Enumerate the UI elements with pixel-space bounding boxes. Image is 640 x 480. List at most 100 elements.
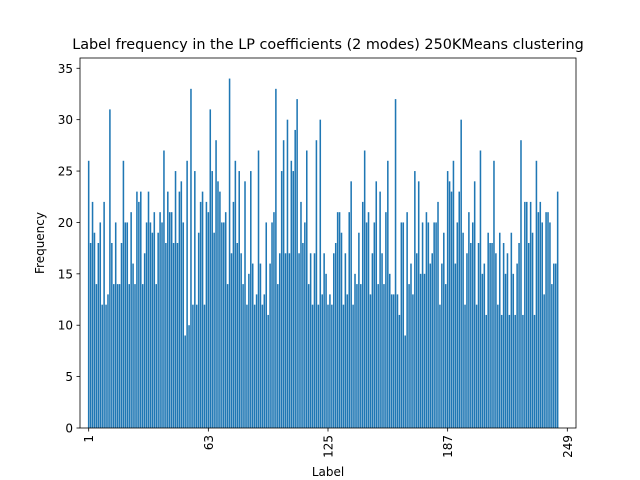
bar-label-134 xyxy=(344,253,347,428)
bar-label-154 xyxy=(383,284,385,428)
bar-label-32 xyxy=(147,191,150,428)
bar-label-222 xyxy=(514,314,516,428)
bar-label-34 xyxy=(151,232,154,428)
bar-label-63 xyxy=(207,212,210,428)
bar-label-133 xyxy=(342,304,345,428)
bar-label-201 xyxy=(473,181,476,428)
bar-label-103 xyxy=(284,253,287,428)
bar-label-152 xyxy=(379,191,381,428)
y-tick-label: 15 xyxy=(58,267,73,281)
bar-label-204 xyxy=(479,150,482,428)
bar-label-100 xyxy=(278,253,281,428)
bar-label-141 xyxy=(358,232,360,428)
bar-label-25 xyxy=(134,284,136,428)
bar-label-207 xyxy=(485,314,488,428)
bar-label-196 xyxy=(464,304,466,428)
bar-label-86 xyxy=(251,263,254,428)
bar-label-215 xyxy=(500,314,503,428)
bar-label-235 xyxy=(539,201,542,428)
bar-label-44 xyxy=(170,212,173,428)
bar-label-149 xyxy=(373,222,376,428)
bar-label-70 xyxy=(221,222,223,428)
bar-label-199 xyxy=(470,243,472,428)
bar-label-177 xyxy=(427,222,430,428)
bar-label-93 xyxy=(265,222,268,428)
bar-label-18 xyxy=(120,243,123,428)
bar-label-203 xyxy=(477,243,480,428)
bar-label-120 xyxy=(317,304,320,428)
bar-label-53 xyxy=(188,325,190,428)
bar-label-81 xyxy=(242,284,244,428)
bar-label-172 xyxy=(417,181,420,428)
bar-label-113 xyxy=(304,222,306,428)
bar-label-56 xyxy=(194,171,196,428)
bar-label-43 xyxy=(168,212,171,428)
bar-label-5 xyxy=(95,284,98,428)
bar-label-119 xyxy=(315,140,318,428)
bar-label-197 xyxy=(466,253,468,428)
bar-label-108 xyxy=(294,129,296,428)
x-tick-label: 125 xyxy=(322,435,336,458)
bar-label-116 xyxy=(309,253,312,428)
bar-label-237 xyxy=(543,294,545,428)
bar-label-97 xyxy=(273,212,275,428)
bar-label-170 xyxy=(414,171,416,428)
bar-label-216 xyxy=(502,243,505,428)
bar-label-24 xyxy=(132,263,134,428)
bar-label-148 xyxy=(371,253,374,428)
bar-label-158 xyxy=(390,294,393,428)
bar-label-77 xyxy=(234,160,237,428)
bar-label-68 xyxy=(217,181,219,428)
bar-label-115 xyxy=(307,284,310,428)
bar-label-217 xyxy=(504,273,507,428)
bar-label-66 xyxy=(213,232,215,428)
bar-label-27 xyxy=(138,201,140,428)
bar-label-139 xyxy=(354,273,356,428)
bar-label-109 xyxy=(296,99,298,429)
bar-label-214 xyxy=(498,232,501,428)
bar-label-10 xyxy=(105,304,107,428)
bar-label-118 xyxy=(313,253,316,428)
bar-label-175 xyxy=(423,273,426,428)
bar-label-84 xyxy=(248,273,250,428)
bar-label-16 xyxy=(116,284,119,428)
bar-label-76 xyxy=(232,201,235,428)
bar-label-60 xyxy=(201,191,204,428)
bar-label-193 xyxy=(458,191,461,428)
bar-label-41 xyxy=(165,243,167,428)
bar-label-92 xyxy=(263,294,266,428)
bar-label-194 xyxy=(460,119,462,429)
bar-label-55 xyxy=(192,304,194,428)
bar-label-195 xyxy=(462,232,464,428)
bar-label-236 xyxy=(541,222,543,428)
bar-label-114 xyxy=(306,150,308,428)
bar-label-22 xyxy=(128,284,130,428)
bar-label-75 xyxy=(230,253,233,428)
bar-label-180 xyxy=(433,222,435,428)
bar-label-143 xyxy=(361,201,364,428)
bar-label-14 xyxy=(113,284,115,428)
bar-label-102 xyxy=(282,140,285,428)
bar-label-145 xyxy=(365,222,368,428)
bar-label-147 xyxy=(369,294,372,428)
bar-label-30 xyxy=(143,253,146,428)
bar-label-89 xyxy=(257,150,260,428)
bar-label-2 xyxy=(89,243,92,428)
bar-label-45 xyxy=(172,243,175,428)
bar-label-187 xyxy=(446,171,449,428)
bar-label-121 xyxy=(319,119,322,429)
bar-label-85 xyxy=(250,171,252,428)
bar-label-42 xyxy=(167,191,169,428)
bar-label-72 xyxy=(224,212,227,428)
bar-label-240 xyxy=(549,222,551,428)
bar-label-202 xyxy=(475,304,478,428)
bar-label-23 xyxy=(130,212,132,428)
bar-label-198 xyxy=(468,212,470,428)
bar-label-69 xyxy=(219,191,221,428)
bar-label-230 xyxy=(529,201,532,428)
y-tick-label: 0 xyxy=(65,422,73,436)
bar-label-40 xyxy=(163,150,165,428)
bar-label-229 xyxy=(527,243,530,428)
bar-label-96 xyxy=(271,222,273,428)
bar-label-20 xyxy=(124,222,127,428)
